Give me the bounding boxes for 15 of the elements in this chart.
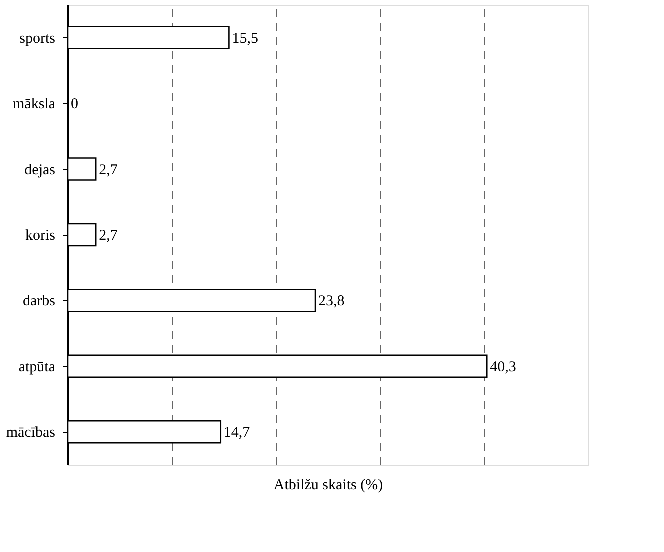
data-label: 23,8 xyxy=(318,294,345,310)
data-label: 15,5 xyxy=(232,30,258,47)
data-label: 2,7 xyxy=(99,162,118,178)
y-tick-label: koris xyxy=(26,228,56,244)
data-label: 2,7 xyxy=(99,228,118,244)
data-label: 40,3 xyxy=(490,359,516,376)
data-label: 14,7 xyxy=(224,425,251,442)
y-tick-label: darbs xyxy=(23,294,56,310)
y-tick-label: atpūta xyxy=(18,359,56,376)
y-tick-label: mācības xyxy=(6,425,56,442)
y-tick-label: dejas xyxy=(24,162,56,178)
y-tick-label: sports xyxy=(20,30,56,47)
y-tick-label: māksla xyxy=(13,96,56,113)
x-axis-title: Atbilžu skaits (%) xyxy=(274,478,384,494)
data-label: 0 xyxy=(71,96,78,113)
